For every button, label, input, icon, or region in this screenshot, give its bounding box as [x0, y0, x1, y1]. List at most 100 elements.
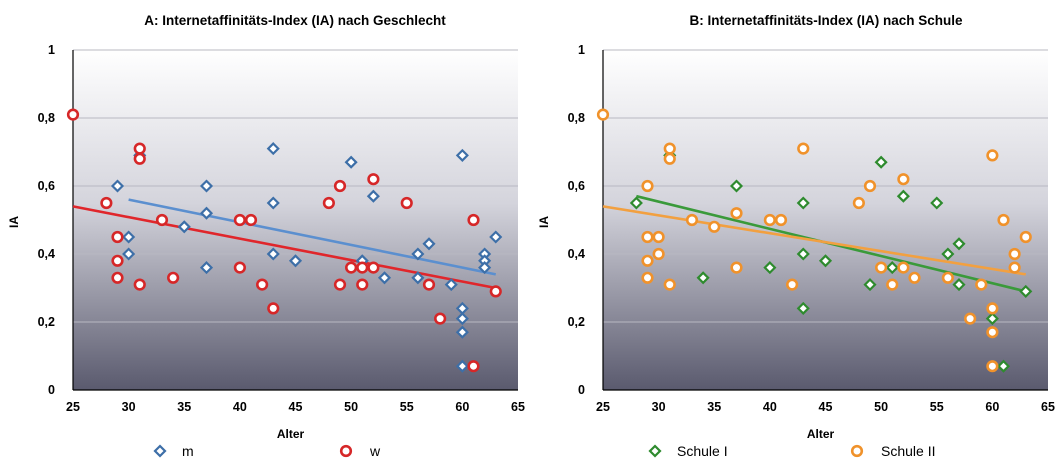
data-point: [1019, 284, 1033, 298]
data-point: [244, 213, 258, 227]
legend-label: Schule I: [677, 443, 728, 459]
legend-marker: [850, 444, 864, 458]
data-point: [796, 196, 810, 210]
data-point: [818, 254, 833, 268]
data-point: [434, 312, 447, 325]
data-point: [641, 254, 654, 267]
data-point: [629, 196, 643, 210]
data-point: [356, 278, 369, 291]
data-point: [641, 230, 654, 244]
data-point: [344, 155, 358, 169]
data-point: [897, 261, 910, 274]
data-point: [467, 360, 480, 373]
x-tick-label: 65: [1041, 400, 1055, 414]
data-point: [1019, 230, 1032, 244]
data-point: [663, 278, 676, 291]
data-point: [596, 108, 610, 121]
x-tick-label: 55: [930, 400, 944, 414]
y-tick-label: 0,2: [568, 315, 585, 329]
data-point: [874, 155, 888, 169]
legend-label: m: [182, 443, 194, 459]
data-point: [663, 152, 676, 165]
data-point: [422, 278, 436, 291]
data-point: [111, 271, 124, 284]
y-tick-label: 0,8: [568, 111, 585, 125]
data-point: [100, 196, 113, 210]
data-point: [110, 179, 125, 193]
data-point: [863, 179, 877, 193]
x-tick-label: 45: [819, 400, 833, 414]
axes-a: [72, 50, 518, 391]
data-point: [797, 142, 810, 155]
data-point: [266, 196, 280, 210]
data-point: [641, 179, 654, 193]
data-point: [266, 142, 280, 156]
data-point: [377, 271, 392, 285]
data-points-b: [596, 108, 1033, 373]
y-tick-labels-b: 0 0,2 0,4 0,6 0,8 1: [568, 43, 585, 397]
y-tick-label: 0: [48, 383, 55, 397]
data-point: [897, 173, 910, 186]
panel-a: 0 0,2 0,4 0,6 0,8 1 25 30 35 40 45 50 55 60 65 A: Int…: [7, 13, 525, 459]
y-tick-label: 0: [578, 383, 585, 397]
x-tick-label: 65: [511, 400, 525, 414]
data-point: [366, 189, 380, 203]
y-tick-labels-a: 0 0,2 0,4 0,6 0,8 1: [38, 43, 55, 397]
data-point: [985, 312, 999, 326]
chart-title-a: A: Internetaffinitäts-Index (IA) nach Ge…: [144, 13, 446, 28]
data-point: [796, 247, 810, 261]
legend-marker: [648, 444, 662, 458]
data-point: [952, 278, 966, 292]
data-point: [167, 271, 180, 284]
y-tick-label: 0,4: [38, 247, 55, 261]
data-point: [763, 261, 777, 275]
data-point: [730, 207, 743, 220]
y-axis-label-a: IA: [7, 216, 21, 228]
legend-marker: [339, 444, 353, 458]
data-point: [986, 149, 999, 162]
data-point: [199, 206, 214, 220]
data-point: [356, 261, 369, 274]
data-point: [267, 302, 280, 315]
data-point: [652, 230, 665, 244]
data-point: [133, 278, 146, 291]
data-point: [177, 220, 191, 234]
data-point: [730, 261, 743, 274]
x-tick-label: 35: [177, 400, 191, 414]
data-point: [111, 254, 124, 267]
data-point: [863, 278, 877, 292]
x-tick-label: 50: [874, 400, 888, 414]
data-point: [652, 247, 665, 261]
data-point: [896, 189, 910, 203]
x-tick-label: 30: [122, 400, 136, 414]
data-point: [997, 213, 1010, 227]
panel-b: 0 0,2 0,4 0,6 0,8 1 25 30 35 40 45 50 55 60 65 B: Int…: [537, 13, 1055, 459]
data-point: [122, 247, 136, 261]
data-point: [852, 196, 865, 210]
data-point: [941, 271, 954, 284]
x-tick-label: 40: [233, 400, 247, 414]
data-point: [288, 254, 303, 268]
data-point: [333, 278, 347, 291]
data-point: [333, 179, 347, 193]
data-point: [986, 326, 999, 339]
data-point: [663, 142, 676, 155]
data-point: [455, 359, 469, 373]
y-tick-label: 0,2: [38, 315, 55, 329]
data-point: [411, 271, 425, 285]
data-point: [996, 359, 1011, 373]
plot-area-b: [603, 50, 1048, 390]
axes-b: [602, 50, 1048, 391]
trend-line: [72, 205, 496, 290]
data-point: [786, 278, 799, 291]
data-point: [256, 278, 269, 291]
data-point: [986, 360, 999, 373]
legend-label: Schule II: [881, 443, 935, 459]
data-point: [122, 230, 136, 244]
data-point: [422, 237, 436, 251]
x-tick-label: 40: [763, 400, 777, 414]
x-axis-label-b: Alter: [807, 427, 835, 441]
data-point: [199, 179, 214, 193]
